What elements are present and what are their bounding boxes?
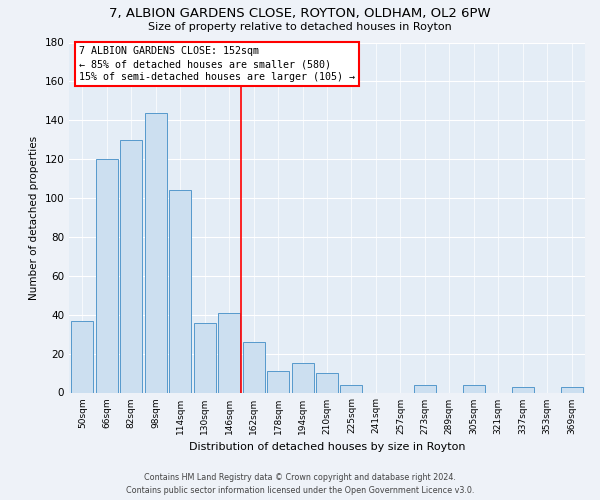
Text: Size of property relative to detached houses in Royton: Size of property relative to detached ho… — [148, 22, 452, 32]
Text: 7 ALBION GARDENS CLOSE: 152sqm
← 85% of detached houses are smaller (580)
15% of: 7 ALBION GARDENS CLOSE: 152sqm ← 85% of … — [79, 46, 355, 82]
Bar — [267, 371, 289, 392]
Bar — [340, 384, 362, 392]
Bar — [316, 373, 338, 392]
Bar — [121, 140, 142, 392]
Bar — [169, 190, 191, 392]
Y-axis label: Number of detached properties: Number of detached properties — [29, 136, 39, 300]
Bar — [145, 112, 167, 392]
X-axis label: Distribution of detached houses by size in Royton: Distribution of detached houses by size … — [189, 442, 465, 452]
Bar — [414, 384, 436, 392]
Bar — [96, 159, 118, 392]
Bar — [463, 384, 485, 392]
Bar — [512, 386, 533, 392]
Bar — [242, 342, 265, 392]
Text: 7, ALBION GARDENS CLOSE, ROYTON, OLDHAM, OL2 6PW: 7, ALBION GARDENS CLOSE, ROYTON, OLDHAM,… — [109, 8, 491, 20]
Bar — [71, 320, 94, 392]
Bar — [218, 313, 240, 392]
Bar — [194, 322, 216, 392]
Text: Contains HM Land Registry data © Crown copyright and database right 2024.
Contai: Contains HM Land Registry data © Crown c… — [126, 474, 474, 495]
Bar — [560, 386, 583, 392]
Bar — [292, 364, 314, 392]
